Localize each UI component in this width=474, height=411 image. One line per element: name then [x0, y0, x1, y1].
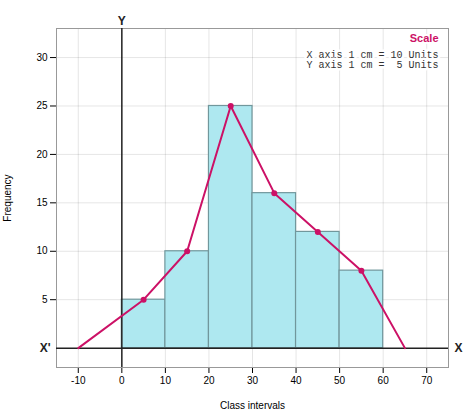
svg-text:Frequency: Frequency — [2, 174, 13, 221]
svg-text:30: 30 — [36, 52, 48, 63]
svg-text:-10: -10 — [71, 375, 86, 386]
svg-text:15: 15 — [36, 197, 48, 208]
svg-text:X: X — [455, 341, 463, 355]
svg-text:60: 60 — [378, 375, 390, 386]
svg-text:25: 25 — [36, 100, 48, 111]
svg-text:5: 5 — [42, 294, 48, 305]
svg-text:Y: Y — [118, 14, 126, 28]
svg-text:20: 20 — [203, 375, 215, 386]
svg-text:20: 20 — [36, 149, 48, 160]
svg-text:Class intervals: Class intervals — [220, 400, 285, 411]
svg-text:X axis 1 cm = 10 UnitsY axis 1: X axis 1 cm = 10 UnitsY axis 1 cm = 5 Un… — [306, 50, 438, 71]
svg-text:30: 30 — [247, 375, 259, 386]
svg-text:10: 10 — [36, 245, 48, 256]
svg-text:X': X' — [40, 341, 51, 355]
svg-text:Scale: Scale — [410, 32, 439, 44]
svg-text:40: 40 — [290, 375, 302, 386]
svg-text:0: 0 — [119, 375, 125, 386]
svg-text:70: 70 — [421, 375, 433, 386]
svg-text:50: 50 — [334, 375, 346, 386]
svg-text:10: 10 — [160, 375, 172, 386]
